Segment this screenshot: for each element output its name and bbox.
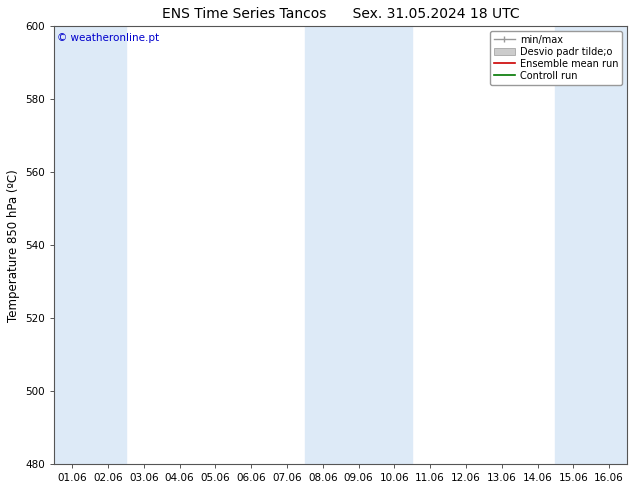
Bar [90, 26, 126, 464]
Bar [340, 26, 377, 464]
Bar [305, 26, 340, 464]
Bar [377, 26, 412, 464]
Title: ENS Time Series Tancos      Sex. 31.05.2024 18 UTC: ENS Time Series Tancos Sex. 31.05.2024 1… [162, 7, 519, 21]
Text: © weatheronline.pt: © weatheronline.pt [57, 33, 159, 43]
Bar [555, 26, 592, 464]
Bar [55, 26, 90, 464]
Legend: min/max, Desvio padr tilde;o, Ensemble mean run, Controll run: min/max, Desvio padr tilde;o, Ensemble m… [489, 31, 622, 85]
Y-axis label: Temperature 850 hPa (ºC): Temperature 850 hPa (ºC) [7, 169, 20, 321]
Bar [592, 26, 627, 464]
